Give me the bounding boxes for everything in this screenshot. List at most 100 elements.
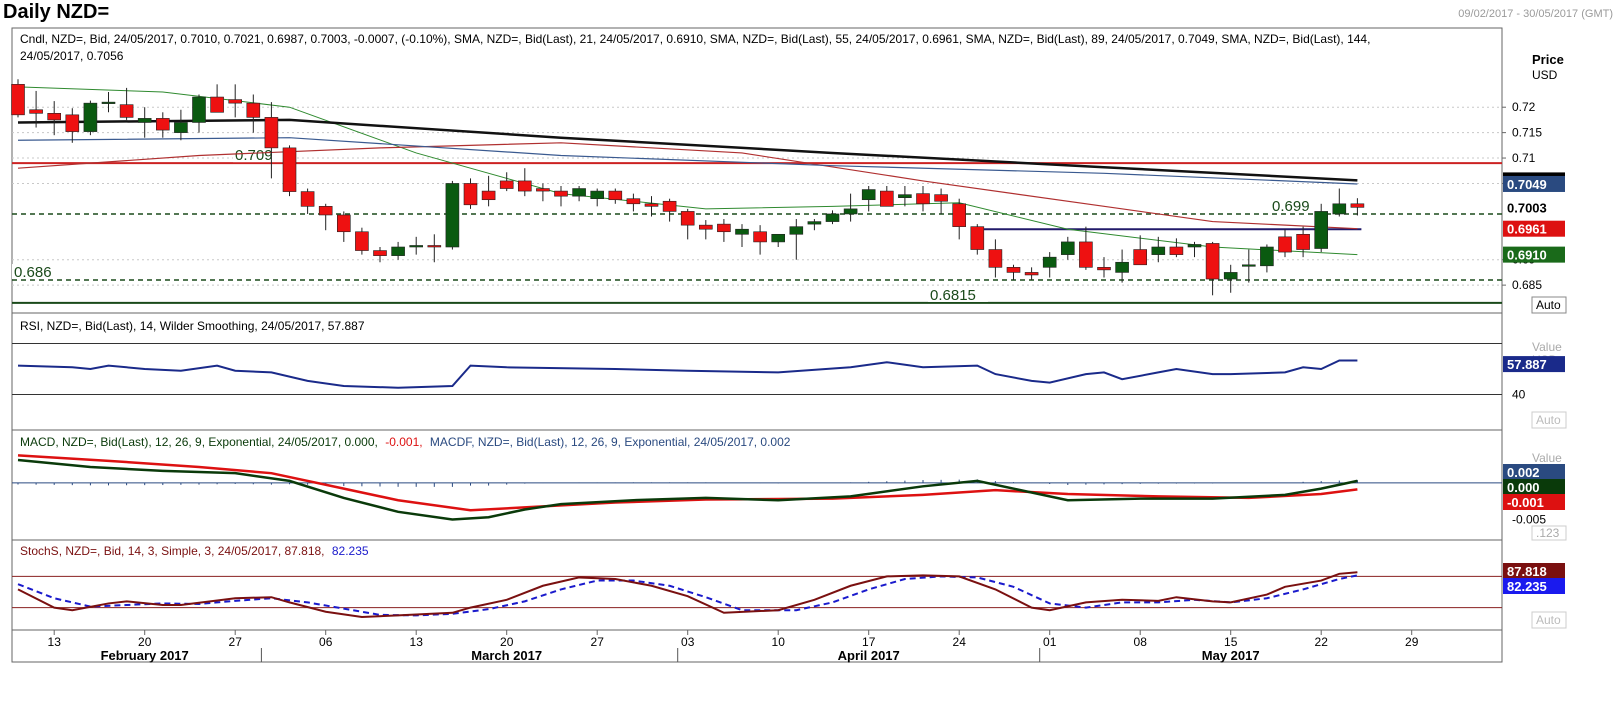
rsi-auto-button[interactable] xyxy=(1531,411,1567,429)
candle[interactable] xyxy=(536,183,550,202)
candle[interactable] xyxy=(1296,226,1310,258)
candles[interactable] xyxy=(11,79,1365,296)
candle[interactable] xyxy=(481,175,496,207)
candle[interactable] xyxy=(1006,264,1021,281)
candle[interactable] xyxy=(318,203,333,231)
candle[interactable] xyxy=(554,186,568,207)
candle[interactable] xyxy=(1278,229,1292,258)
candle[interactable] xyxy=(65,108,80,143)
candle[interactable] xyxy=(1332,188,1347,217)
stoch-auto-button[interactable] xyxy=(1531,611,1567,629)
candle[interactable] xyxy=(174,109,188,141)
candle[interactable] xyxy=(1115,249,1129,283)
candle[interactable] xyxy=(1061,236,1075,260)
candle[interactable] xyxy=(119,87,134,120)
candle[interactable] xyxy=(517,168,532,197)
candle[interactable] xyxy=(1151,236,1166,263)
price-auto-button[interactable] xyxy=(1531,296,1567,314)
candle[interactable] xyxy=(336,211,351,242)
candle[interactable] xyxy=(192,94,206,133)
candle[interactable] xyxy=(246,94,261,133)
candle[interactable] xyxy=(1024,267,1039,281)
candle-body xyxy=(11,84,25,116)
candle[interactable] xyxy=(1133,235,1147,266)
macd-legend-b: -0.001, xyxy=(385,435,422,449)
candle[interactable] xyxy=(680,208,695,240)
candle[interactable] xyxy=(137,107,152,138)
candle[interactable] xyxy=(735,224,749,247)
candle[interactable] xyxy=(789,219,804,260)
candle[interactable] xyxy=(861,186,876,212)
candle[interactable] xyxy=(1097,257,1111,278)
rsi-panel[interactable]: RSI, NZD=, Bid(Last), 14, Wilder Smoothi… xyxy=(12,319,1567,429)
candle[interactable] xyxy=(934,188,948,214)
frame-price xyxy=(11,27,1503,314)
candle[interactable] xyxy=(1242,249,1256,283)
candle[interactable] xyxy=(1042,252,1057,278)
candle[interactable] xyxy=(1223,264,1238,293)
candle[interactable] xyxy=(300,188,315,214)
candle-body xyxy=(445,183,460,248)
candle[interactable] xyxy=(970,224,985,255)
candle[interactable] xyxy=(717,219,731,242)
price-badge xyxy=(1503,246,1565,263)
level-label: 0.6815 xyxy=(930,287,976,304)
candle[interactable] xyxy=(898,186,912,207)
candle[interactable] xyxy=(1079,226,1093,270)
candle[interactable] xyxy=(590,188,605,207)
candle[interactable] xyxy=(427,234,442,263)
candle-body xyxy=(1332,203,1347,215)
candle[interactable] xyxy=(101,91,116,113)
sma-55-line xyxy=(17,142,1358,230)
candle[interactable] xyxy=(988,239,1003,278)
candle[interactable] xyxy=(282,145,297,197)
candle[interactable] xyxy=(47,101,62,136)
rsi-badge: 57.887 xyxy=(1503,356,1565,373)
stoch-badge xyxy=(1503,578,1565,594)
candle[interactable] xyxy=(264,102,279,179)
candle[interactable] xyxy=(916,186,930,212)
candle[interactable] xyxy=(499,172,514,192)
candle[interactable] xyxy=(463,178,478,209)
candle[interactable] xyxy=(11,79,25,118)
candle-body xyxy=(119,104,134,118)
candle[interactable] xyxy=(807,219,822,231)
candle[interactable] xyxy=(373,247,387,263)
candle[interactable] xyxy=(1350,198,1365,216)
candle[interactable] xyxy=(644,196,659,217)
candle[interactable] xyxy=(843,193,858,222)
candle[interactable] xyxy=(879,186,894,207)
candle[interactable] xyxy=(409,236,424,255)
candle[interactable] xyxy=(662,198,677,222)
candle[interactable] xyxy=(83,100,98,136)
stoch-panel[interactable]: StochS, NZD=, Bid, 14, 3, Simple, 3, 24/… xyxy=(12,544,1567,629)
candle[interactable] xyxy=(355,227,369,255)
candle[interactable] xyxy=(210,84,224,113)
candle[interactable] xyxy=(228,84,242,118)
candle[interactable] xyxy=(445,180,460,250)
candle[interactable] xyxy=(391,241,405,260)
candle-body xyxy=(1205,243,1220,280)
candle[interactable] xyxy=(771,233,786,247)
x-tick-label: 01 xyxy=(1043,635,1057,649)
candle[interactable] xyxy=(608,188,623,204)
candle[interactable] xyxy=(1169,238,1184,258)
candle[interactable] xyxy=(626,193,641,212)
candle[interactable] xyxy=(1187,241,1202,258)
macd-panel[interactable]: MACD, NZD=, Bid(Last), 12, 26, 9, Expone… xyxy=(12,435,1567,541)
macd-scale-button[interactable] xyxy=(1531,525,1567,541)
candle[interactable] xyxy=(1314,203,1328,253)
candle[interactable] xyxy=(29,90,43,128)
macd-legend-a: MACD, NZD=, Bid(Last), 12, 26, 9, Expone… xyxy=(20,435,378,449)
candle-body xyxy=(1296,233,1310,250)
candle[interactable] xyxy=(572,186,586,202)
candle[interactable] xyxy=(952,198,967,240)
price-panel[interactable]: Cndl, NZD=, Bid, 24/05/2017, 0.7010, 0.7… xyxy=(11,32,1567,314)
candle[interactable] xyxy=(156,112,170,138)
candle[interactable] xyxy=(825,210,840,225)
candle[interactable] xyxy=(753,225,767,255)
candle[interactable] xyxy=(1205,241,1220,296)
candle[interactable] xyxy=(1260,244,1274,273)
candle[interactable] xyxy=(698,220,713,240)
